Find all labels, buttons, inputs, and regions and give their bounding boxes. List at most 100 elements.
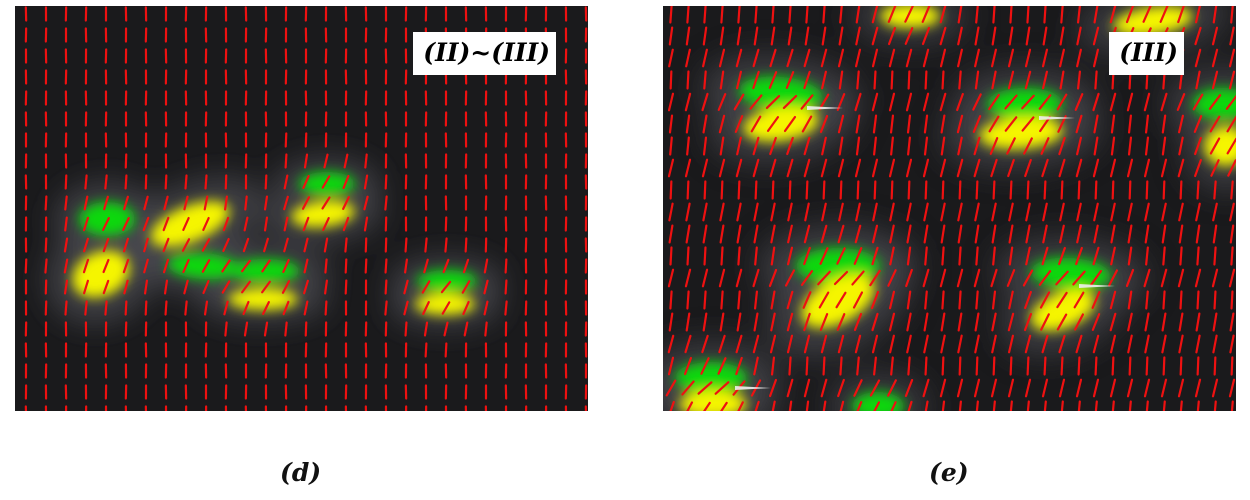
director-rod-e [1024, 158, 1032, 178]
director-rod-e [1145, 356, 1149, 376]
director-rod-e [1107, 269, 1119, 287]
director-rod-e [786, 158, 794, 178]
director-rod-d [283, 237, 289, 253]
director-rod-e [974, 312, 980, 332]
director-rod-d [261, 280, 271, 294]
director-rod-e [1060, 6, 1064, 24]
director-rod-e [683, 356, 693, 376]
director-rod-e [940, 136, 946, 156]
director-rod-e [906, 312, 912, 332]
director-rod-e [1194, 6, 1201, 24]
director-rod-e [667, 158, 675, 178]
director-rod-e [1127, 114, 1133, 134]
director-rod-e [803, 312, 811, 332]
director-rod-e [702, 224, 708, 244]
director-rod-e [889, 246, 895, 266]
director-rod-e [753, 26, 759, 46]
negative-domain-d-6 [299, 172, 355, 196]
director-rod-d [440, 280, 452, 294]
director-rod-e [821, 70, 827, 90]
director-rod-e [1230, 400, 1234, 411]
director-rod-d [104, 300, 108, 316]
director-rod-e [939, 6, 947, 24]
director-rod-e [941, 70, 945, 90]
director-rod-e [686, 136, 690, 156]
director-rod-e [1178, 114, 1184, 134]
director-rod-d [384, 174, 388, 190]
director-rod-e [904, 27, 914, 45]
director-rod-e [667, 334, 675, 354]
director-rod-d [423, 321, 429, 337]
director-rod-e [786, 246, 794, 266]
director-rod-e [1160, 378, 1168, 398]
director-rod-e [1092, 334, 1100, 354]
director-rod-e [992, 246, 996, 266]
director-rod-e [873, 136, 877, 156]
director-rod-e [855, 136, 861, 156]
director-rod-e [1229, 334, 1235, 354]
director-rod-d [83, 237, 89, 253]
director-rod-e [872, 202, 878, 222]
director-rod-e [888, 158, 896, 178]
director-rod-d [462, 258, 470, 274]
director-rod-e [873, 356, 877, 376]
director-rod-e [750, 115, 762, 133]
director-rod-e [922, 158, 930, 178]
director-rod-e [669, 70, 673, 90]
director-rod-e [1178, 334, 1184, 354]
director-rod-e [871, 6, 879, 24]
director-rod-d [404, 321, 408, 337]
director-rod-e [1092, 158, 1100, 178]
director-rod-e [1056, 291, 1068, 309]
director-rod-e [769, 378, 777, 398]
director-rod-d [203, 300, 209, 316]
director-rod-d [102, 217, 110, 231]
director-rod-e [975, 400, 979, 411]
director-rod-e [1009, 400, 1013, 411]
director-rod-e [1127, 290, 1133, 310]
director-rod-e [1042, 70, 1048, 90]
director-rod-e [973, 136, 981, 156]
director-rod-e [1142, 6, 1152, 23]
director-rod-e [786, 136, 794, 156]
director-rod-d [483, 300, 489, 316]
director-rod-e [702, 136, 708, 156]
director-rod-e [771, 180, 775, 200]
director-rod-e [906, 224, 912, 244]
director-rod-e [1025, 246, 1031, 266]
director-rod-e [686, 401, 694, 411]
director-rod-e [890, 70, 894, 90]
negative-domain-e-14 [852, 392, 904, 411]
director-rod-d [84, 300, 88, 316]
director-rod-d [422, 301, 430, 315]
director-rod-e [719, 26, 725, 46]
director-rod-e [1213, 246, 1217, 266]
director-rod-e [819, 114, 829, 134]
director-rod-e [1177, 158, 1185, 178]
director-rod-e [684, 92, 692, 112]
director-rod-e [1092, 48, 1100, 68]
director-rod-e [1094, 400, 1098, 411]
director-rod-d [284, 321, 288, 337]
director-rod-e [803, 48, 811, 68]
director-rod-e [975, 246, 979, 266]
director-rod-e [754, 180, 758, 200]
director-rod-d [204, 174, 208, 190]
director-rod-d [303, 237, 309, 253]
director-rod-e [768, 71, 778, 89]
director-rod-e [1161, 114, 1167, 134]
director-rod-e [1225, 94, 1236, 110]
director-rod-e [1008, 246, 1014, 266]
director-rod-e [668, 224, 674, 244]
director-rod-e [718, 114, 726, 134]
director-rod-e [855, 202, 861, 222]
director-rod-e [904, 378, 914, 398]
director-rod-e [822, 6, 826, 24]
director-rod-e [720, 290, 724, 310]
director-rod-e [887, 379, 897, 397]
director-rod-d [242, 237, 250, 253]
director-rod-e [1077, 400, 1081, 411]
director-rod-e [818, 291, 830, 309]
director-rod-e [1195, 202, 1201, 222]
director-rod-e [770, 26, 776, 46]
